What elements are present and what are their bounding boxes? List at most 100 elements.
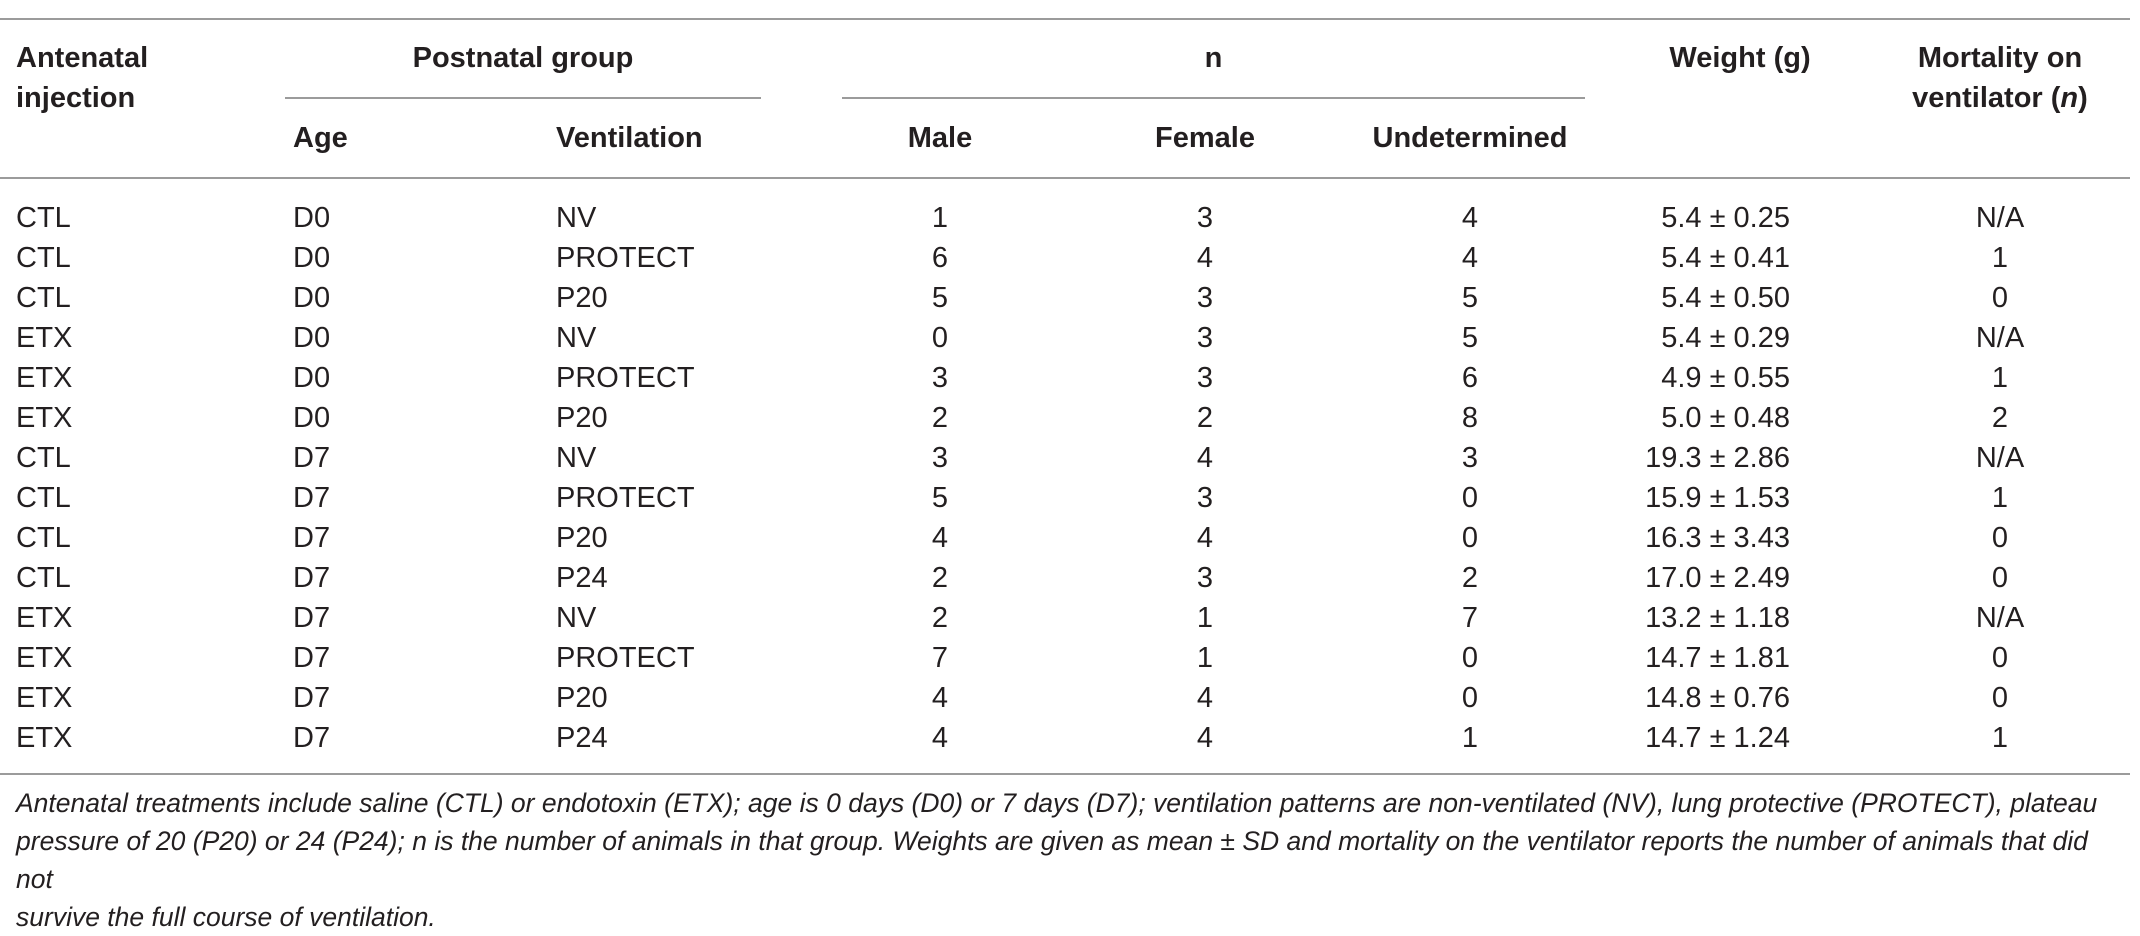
header-weight: Weight (g) [1669, 42, 1811, 74]
cell-weight: 13.2 ± 1.18 [1645, 602, 1790, 634]
cell-ventilation: NV [556, 322, 597, 354]
cell-weight: 14.8 ± 0.76 [1645, 682, 1790, 714]
header-postnatal-group: Postnatal group [412, 42, 634, 74]
cell-mortality: 1 [1991, 362, 2009, 394]
cell-male: 1 [931, 202, 949, 234]
cell-undetermined: 0 [1461, 682, 1479, 714]
cell-ventilation: NV [556, 202, 597, 234]
table-row: CTL D0 P20 5 3 5 5.4 ± 0.50 0 [0, 278, 2130, 318]
header-mortality: Mortality on ventilator (n) [1890, 38, 2110, 118]
cell-weight: 15.9 ± 1.53 [1645, 482, 1790, 514]
cell-female: 3 [1196, 322, 1214, 354]
cell-female: 3 [1196, 282, 1214, 314]
cell-female: 1 [1196, 602, 1214, 634]
cell-age: D7 [293, 442, 331, 474]
table-bottom-rule [0, 773, 2130, 775]
cell-ventilation: P20 [556, 282, 608, 314]
cell-weight: 5.4 ± 0.41 [1661, 242, 1790, 274]
cell-mortality: 0 [1991, 642, 2009, 674]
table-row: ETX D0 NV 0 3 5 5.4 ± 0.29 N/A [0, 318, 2130, 358]
cell-ventilation: P24 [556, 722, 608, 754]
cell-mortality: 0 [1991, 682, 2009, 714]
header-male: Male [907, 122, 973, 154]
cell-undetermined: 4 [1461, 242, 1479, 274]
cell-injection: CTL [16, 482, 71, 514]
cell-male: 4 [931, 682, 949, 714]
cell-female: 3 [1196, 562, 1214, 594]
cell-age: D0 [293, 202, 331, 234]
cell-mortality: 1 [1991, 242, 2009, 274]
cell-mortality: 2 [1991, 402, 2009, 434]
header-mortality-line2: ventilator (n) [1890, 78, 2110, 118]
cell-ventilation: P20 [556, 402, 608, 434]
cell-male: 0 [931, 322, 949, 354]
cell-age: D0 [293, 322, 331, 354]
cell-weight: 17.0 ± 2.49 [1645, 562, 1790, 594]
table-row: CTL D7 P24 2 3 2 17.0 ± 2.49 0 [0, 558, 2130, 598]
cell-age: D0 [293, 402, 331, 434]
cell-undetermined: 0 [1461, 522, 1479, 554]
cell-male: 2 [931, 562, 949, 594]
cell-mortality: N/A [1975, 202, 2025, 234]
cell-weight: 14.7 ± 1.24 [1645, 722, 1790, 754]
n-span-rule [842, 97, 1585, 99]
cell-mortality: N/A [1975, 442, 2025, 474]
cell-undetermined: 2 [1461, 562, 1479, 594]
cell-injection: ETX [16, 362, 73, 394]
table-row: CTL D0 PROTECT 6 4 4 5.4 ± 0.41 1 [0, 238, 2130, 278]
cell-female: 4 [1196, 442, 1214, 474]
cell-female: 3 [1196, 202, 1214, 234]
cell-age: D7 [293, 522, 331, 554]
cell-age: D0 [293, 242, 331, 274]
table-row: ETX D0 P20 2 2 8 5.0 ± 0.48 2 [0, 398, 2130, 438]
cell-male: 7 [931, 642, 949, 674]
footnote-line: pressure of 20 (P20) or 24 (P24); n is t… [16, 826, 2088, 894]
cell-weight: 19.3 ± 2.86 [1645, 442, 1790, 474]
cell-injection: CTL [16, 242, 71, 274]
table-figure: Antenatal injection Postnatal group n We… [0, 18, 2130, 932]
cell-injection: ETX [16, 642, 73, 674]
header-mortality-line2-suffix: ) [2078, 82, 2088, 114]
cell-injection: CTL [16, 442, 71, 474]
cell-mortality: 0 [1991, 562, 2009, 594]
cell-weight: 4.9 ± 0.55 [1661, 362, 1790, 394]
table-footnote: Antenatal treatments include saline (CTL… [16, 784, 2116, 936]
cell-male: 2 [931, 402, 949, 434]
cell-female: 4 [1196, 722, 1214, 754]
cell-undetermined: 6 [1461, 362, 1479, 394]
header-ventilation: Ventilation [556, 122, 703, 154]
cell-male: 4 [931, 522, 949, 554]
header-undetermined: Undetermined [1372, 122, 1568, 154]
cell-age: D7 [293, 642, 331, 674]
cell-undetermined: 8 [1461, 402, 1479, 434]
cell-mortality: 1 [1991, 722, 2009, 754]
header-antenatal-line2: injection [16, 82, 136, 114]
cell-male: 6 [931, 242, 949, 274]
cell-age: D7 [293, 562, 331, 594]
header-antenatal-line1: Antenatal [16, 42, 149, 74]
cell-age: D0 [293, 282, 331, 314]
cell-injection: ETX [16, 722, 73, 754]
cell-age: D7 [293, 682, 331, 714]
cell-female: 2 [1196, 402, 1214, 434]
table-row: CTL D0 NV 1 3 4 5.4 ± 0.25 N/A [0, 198, 2130, 238]
header-antenatal-injection: Antenatal injection [16, 38, 148, 118]
cell-undetermined: 3 [1461, 442, 1479, 474]
cell-weight: 5.4 ± 0.25 [1661, 202, 1790, 234]
cell-undetermined: 7 [1461, 602, 1479, 634]
cell-male: 5 [931, 282, 949, 314]
cell-ventilation: PROTECT [556, 242, 695, 274]
cell-undetermined: 1 [1461, 722, 1479, 754]
header-mortality-line1: Mortality on [1917, 42, 2083, 74]
cell-injection: CTL [16, 202, 71, 234]
cell-mortality: 0 [1991, 282, 2009, 314]
header-age: Age [293, 122, 348, 154]
cell-female: 3 [1196, 362, 1214, 394]
cell-ventilation: P20 [556, 682, 608, 714]
cell-injection: CTL [16, 562, 71, 594]
cell-undetermined: 4 [1461, 202, 1479, 234]
cell-mortality: 0 [1991, 522, 2009, 554]
table-row: ETX D7 P24 4 4 1 14.7 ± 1.24 1 [0, 718, 2130, 758]
cell-female: 4 [1196, 522, 1214, 554]
postnatal-group-span-rule [285, 97, 761, 99]
